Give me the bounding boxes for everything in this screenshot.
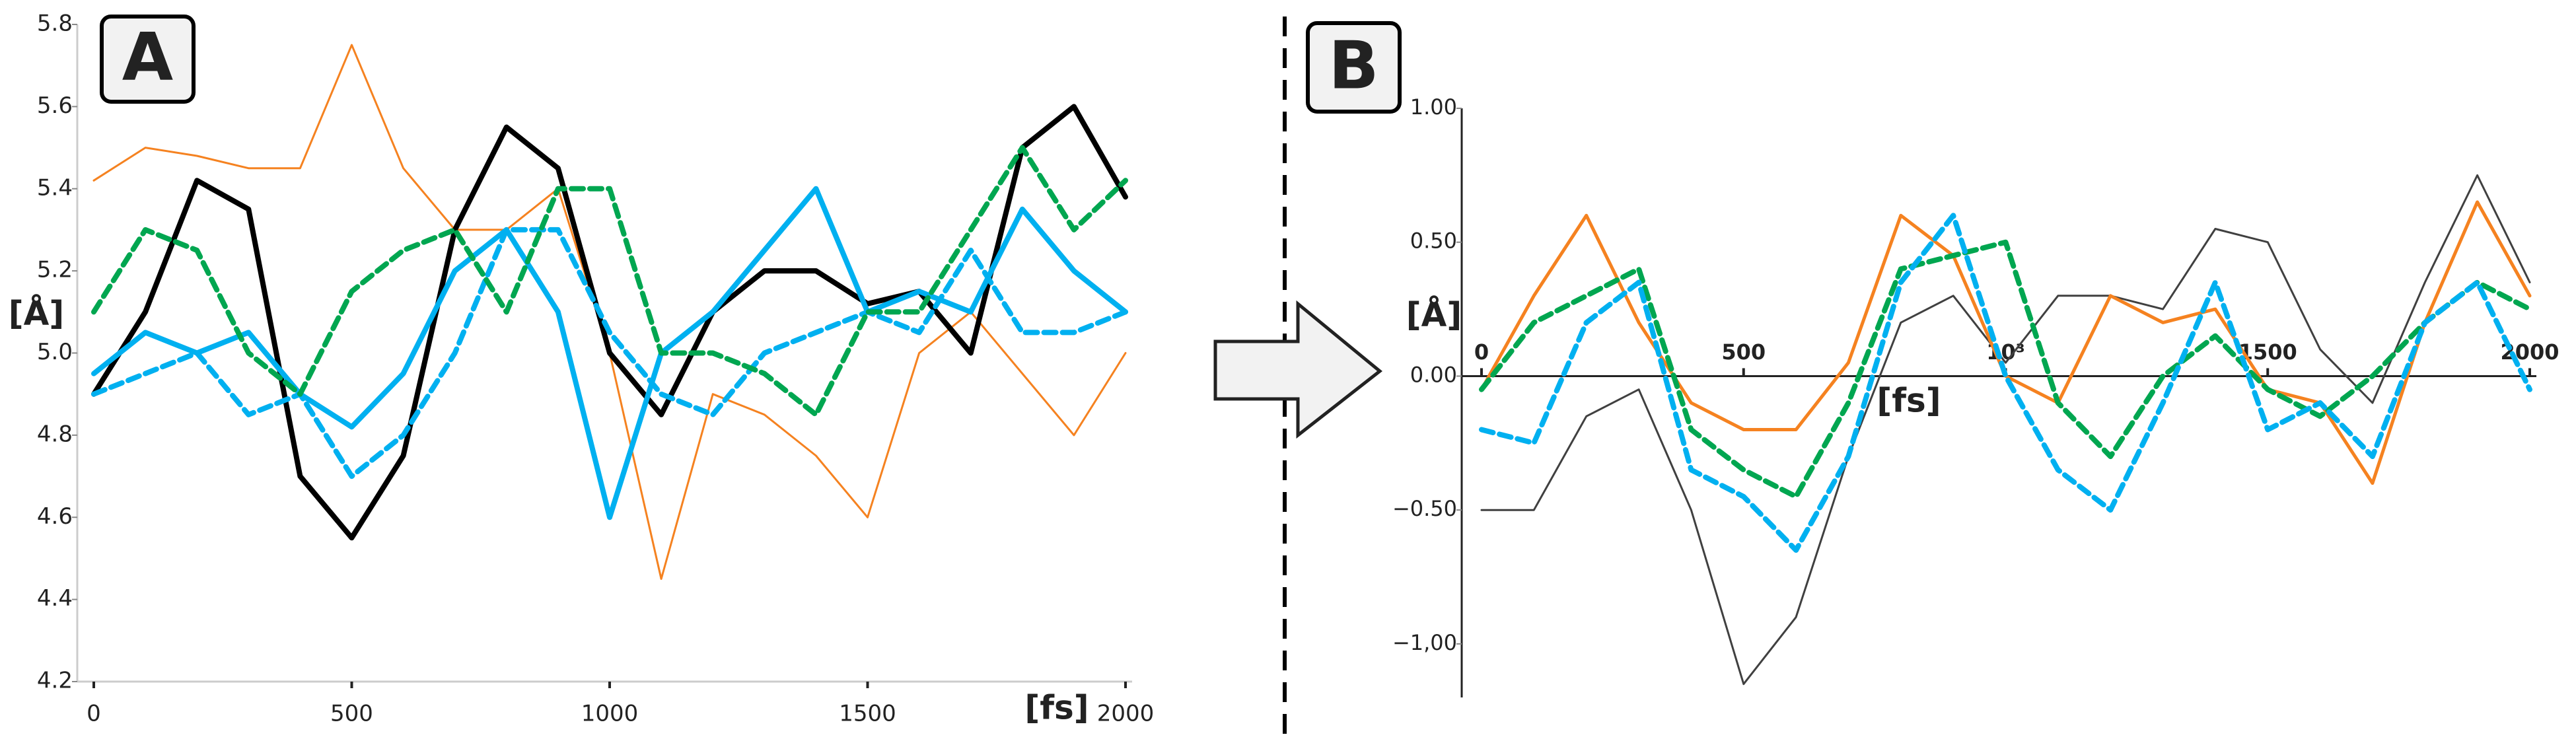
x-tick-label: 2000 bbox=[1097, 701, 1155, 727]
y-tick-label: 5.4 bbox=[37, 174, 73, 201]
y-tick-label: 0.00 bbox=[1410, 362, 1457, 387]
y-tick-label: 1.00 bbox=[1410, 94, 1457, 120]
panel-label: A bbox=[122, 18, 173, 96]
y-tick-label: 5.6 bbox=[37, 92, 73, 119]
y-tick-label: 4.8 bbox=[37, 421, 73, 447]
series-line bbox=[1479, 213, 2532, 553]
y-tick-label: −0.50 bbox=[1392, 496, 1457, 521]
y-tick-label: −1,00 bbox=[1392, 630, 1457, 655]
x-tick-label: 1500 bbox=[839, 701, 896, 727]
y-axis-title: [Å] bbox=[1406, 295, 1462, 334]
y-tick-label: 4.4 bbox=[37, 585, 73, 612]
x-axis-title: [fs] bbox=[1024, 689, 1089, 727]
x-tick-label: 0 bbox=[1474, 339, 1489, 365]
panel-label-box bbox=[1306, 21, 1402, 114]
series-line bbox=[1480, 174, 2531, 686]
y-tick-label: 5.0 bbox=[37, 339, 73, 365]
x-tick-label: 500 bbox=[330, 701, 373, 727]
series-line bbox=[91, 104, 1128, 541]
y-tick-label: 0.50 bbox=[1410, 229, 1457, 254]
arrow bbox=[1213, 300, 1382, 439]
y-tick-label: 4.2 bbox=[37, 668, 73, 694]
series-line bbox=[91, 145, 1128, 417]
x-axis-title: [fs] bbox=[1877, 382, 1941, 420]
y-tick-label: 5.2 bbox=[37, 257, 73, 283]
y-tick-label: 4.6 bbox=[37, 503, 73, 530]
x-tick-label: 500 bbox=[1721, 339, 1766, 365]
panel-label-box bbox=[100, 15, 196, 104]
series-line bbox=[1479, 239, 2532, 499]
series-line bbox=[91, 227, 1128, 479]
y-tick-label: 5.8 bbox=[37, 11, 73, 37]
series-line bbox=[91, 186, 1128, 520]
y-axis-title: [Å] bbox=[9, 294, 64, 333]
x-tick-label: 1000 bbox=[581, 701, 639, 727]
x-tick-label: 0 bbox=[87, 701, 101, 727]
panel-label: B bbox=[1328, 26, 1378, 104]
